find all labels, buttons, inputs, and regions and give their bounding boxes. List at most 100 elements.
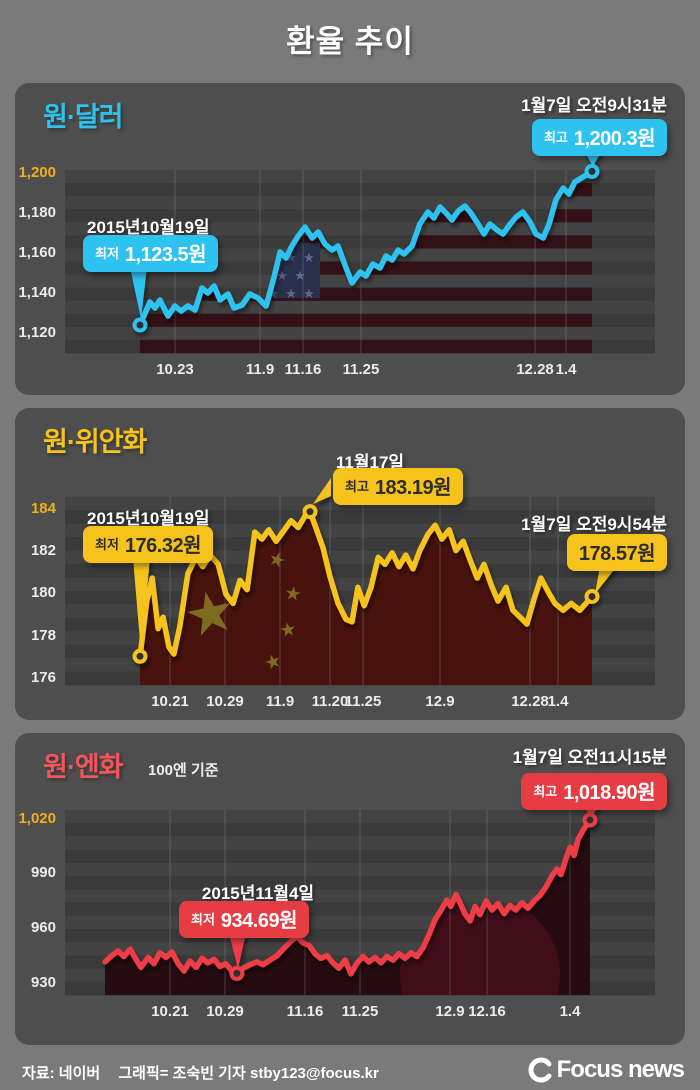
svg-text:11.25: 11.25	[345, 693, 382, 710]
svg-text:★: ★	[285, 250, 297, 265]
max-label: 최고	[533, 784, 558, 799]
chart-title-usd: 원·달러	[43, 102, 124, 132]
svg-text:★: ★	[303, 250, 315, 265]
cny-max-callout: 최고 183.19원	[333, 468, 463, 505]
jpy-subtitle: 100엔 기준	[148, 762, 219, 779]
data-markers	[229, 812, 598, 981]
max-label: 최고	[543, 130, 568, 145]
min-value: 176.32원	[124, 535, 202, 557]
footer-credits: 자료: 네이버 그래픽= 조숙빈 기자 stby123@focus.kr	[22, 1062, 393, 1083]
jpy-min-date: 2015년11월4일	[201, 884, 315, 903]
svg-text:12.9: 12.9	[425, 693, 454, 710]
cny-min-callout: 최저 176.32원	[83, 526, 213, 563]
svg-text:★: ★	[283, 583, 303, 606]
data-markers	[132, 504, 600, 664]
max-value: 1,018.90원	[563, 782, 655, 804]
min-value: 934.69원	[220, 910, 298, 932]
svg-text:1,200: 1,200	[18, 164, 56, 181]
flag-sun-disc	[400, 895, 560, 995]
svg-text:★: ★	[265, 548, 288, 573]
svg-text:10.23: 10.23	[156, 361, 194, 378]
chart-title-cny: 원·위안화	[43, 427, 147, 457]
min-label: 최저	[95, 537, 119, 552]
chart-title-jpy: 원·엔화	[43, 752, 124, 782]
logo-text: Focus news	[556, 1056, 685, 1083]
y-axis-labels: 1,200 1,180 1,160 1,140 1,120	[18, 164, 56, 341]
svg-text:★: ★	[267, 286, 279, 301]
footer-source: 자료: 네이버	[22, 1065, 101, 1082]
min-value: 1,123.5원	[124, 244, 207, 266]
cny-end-callout: 178.57원	[566, 534, 667, 571]
jpy-timestamp: 1월7일 오전11시15분	[512, 748, 667, 767]
usd-line	[137, 168, 595, 328]
svg-text:1,180: 1,180	[18, 204, 56, 221]
jpy-max-callout: 최고 1,018.90원	[521, 773, 667, 810]
svg-text:11.16: 11.16	[285, 361, 322, 378]
svg-text:990: 990	[31, 864, 56, 881]
cny-min-date: 2015년10월19일	[87, 509, 210, 528]
logo-swirl-icon	[528, 1057, 552, 1083]
usd-min-callout: 최저 1,123.5원	[83, 235, 219, 272]
svg-text:176: 176	[31, 669, 56, 686]
svg-text:1.4: 1.4	[556, 361, 578, 378]
x-axis-labels: 10.23 11.9 11.16 11.25 12.28 1.4	[156, 361, 577, 378]
jpy-min-callout: 최저 934.69원	[179, 901, 309, 938]
svg-text:11.9: 11.9	[246, 361, 274, 378]
svg-text:1.4: 1.4	[548, 693, 570, 710]
svg-text:10.29: 10.29	[206, 693, 244, 710]
svg-text:★: ★	[294, 268, 306, 283]
x-axis-labels: 10.21 10.29 11.16 11.25 12.9 12.16 1.4	[151, 1003, 581, 1020]
svg-text:10.21: 10.21	[151, 693, 189, 710]
max-label: 최고	[345, 479, 369, 494]
callout-tail-min	[133, 558, 150, 653]
min-label: 최저	[95, 246, 119, 261]
y-axis-labels: 184 182 180 178 176	[31, 500, 57, 686]
data-markers	[132, 163, 600, 333]
max-value: 183.19원	[374, 477, 452, 499]
svg-text:180: 180	[31, 584, 56, 601]
usd-min-date: 2015년10월19일	[87, 218, 210, 237]
svg-text:930: 930	[31, 974, 56, 991]
svg-text:960: 960	[31, 919, 56, 936]
svg-text:1,140: 1,140	[18, 284, 56, 301]
svg-text:11.9: 11.9	[266, 693, 294, 710]
callout-tail-min	[229, 933, 246, 969]
svg-text:12.28: 12.28	[516, 361, 554, 378]
svg-text:★: ★	[278, 619, 298, 642]
svg-text:11.25: 11.25	[342, 1003, 379, 1020]
svg-text:12.28: 12.28	[511, 693, 549, 710]
svg-text:11.25: 11.25	[343, 361, 380, 378]
y-axis-labels: 1,020 990 960 930	[18, 810, 56, 991]
svg-text:11.20: 11.20	[312, 693, 349, 710]
svg-text:178: 178	[31, 627, 56, 644]
svg-text:182: 182	[31, 542, 56, 559]
svg-text:11.16: 11.16	[287, 1003, 324, 1020]
usd-max-callout: 최고 1,200.3원	[531, 119, 667, 156]
usd-timestamp: 1월7일 오전9시31분	[521, 96, 667, 115]
focus-news-logo: Focus news	[528, 1056, 685, 1084]
end-value: 178.57원	[578, 543, 656, 565]
svg-text:12.16: 12.16	[468, 1003, 506, 1020]
cny-max-date: 11월17일	[335, 453, 405, 472]
svg-text:10.29: 10.29	[206, 1003, 244, 1020]
jpy-line	[102, 817, 593, 977]
callout-tail-end	[595, 566, 617, 594]
chart-panel-jpy: 10.21 10.29 11.16 11.25 12.9 12.16 1.4 1,020 99…	[15, 733, 685, 1045]
svg-text:1.4: 1.4	[560, 1003, 582, 1020]
svg-text:1,020: 1,020	[18, 810, 56, 827]
svg-text:★: ★	[285, 286, 297, 301]
chart-panel-cny: ★ ★ ★ ★ ★ 10.21 10.29 11.9 11.20 11.25 12.9 12…	[15, 408, 685, 720]
cny-timestamp: 1월7일 오전9시54분	[521, 515, 667, 534]
footer-credit: 그래픽= 조숙빈 기자 stby123@focus.kr	[118, 1065, 379, 1082]
svg-text:12.9: 12.9	[435, 1003, 464, 1020]
svg-text:★: ★	[303, 286, 315, 301]
svg-text:184: 184	[31, 500, 57, 517]
min-label: 최저	[191, 912, 215, 927]
callout-tail-peak	[313, 478, 331, 504]
svg-text:★: ★	[276, 268, 288, 283]
callout-tail-min	[130, 267, 147, 319]
